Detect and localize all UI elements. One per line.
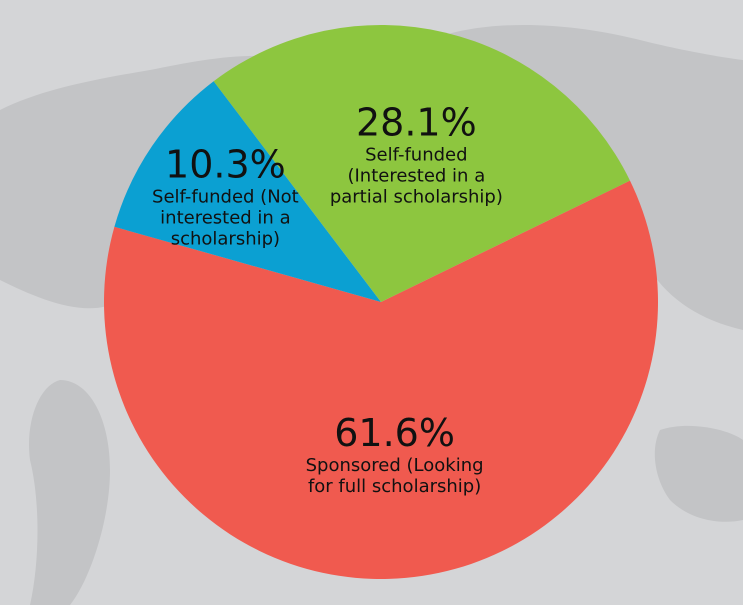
pie-slice bbox=[213, 24, 630, 302]
category-label: Self-funded (Not interested in a scholar… bbox=[152, 186, 299, 250]
slice-label: 61.6% Sponsored (Looking for full scholar… bbox=[295, 411, 495, 497]
slice-label: 10.3% Self-funded (Not interested in a sc… bbox=[125, 142, 325, 249]
pie-slice bbox=[114, 81, 381, 302]
value-label: 28.1% bbox=[355, 100, 477, 145]
category-label: Sponsored (Looking for full scholarship) bbox=[305, 454, 484, 497]
value-label: 10.3% bbox=[165, 142, 286, 187]
value-label: 61.6% bbox=[334, 410, 455, 455]
slice-label: 28.1% Self-funded (Interested in a partia… bbox=[316, 100, 516, 207]
pie-slice bbox=[103, 180, 659, 579]
category-label: Self-funded (Interested in a partial sch… bbox=[329, 144, 503, 208]
